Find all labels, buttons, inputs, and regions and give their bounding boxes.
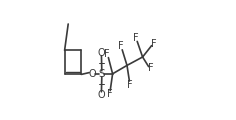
- Text: F: F: [104, 49, 110, 59]
- Text: F: F: [118, 41, 123, 51]
- Text: F: F: [151, 39, 156, 49]
- Text: F: F: [133, 33, 139, 43]
- Text: F: F: [107, 89, 112, 99]
- Text: O: O: [88, 69, 96, 79]
- Text: S: S: [98, 69, 105, 79]
- Text: F: F: [127, 80, 133, 90]
- Text: F: F: [148, 63, 153, 73]
- Text: O: O: [98, 48, 105, 58]
- Text: O: O: [98, 90, 105, 100]
